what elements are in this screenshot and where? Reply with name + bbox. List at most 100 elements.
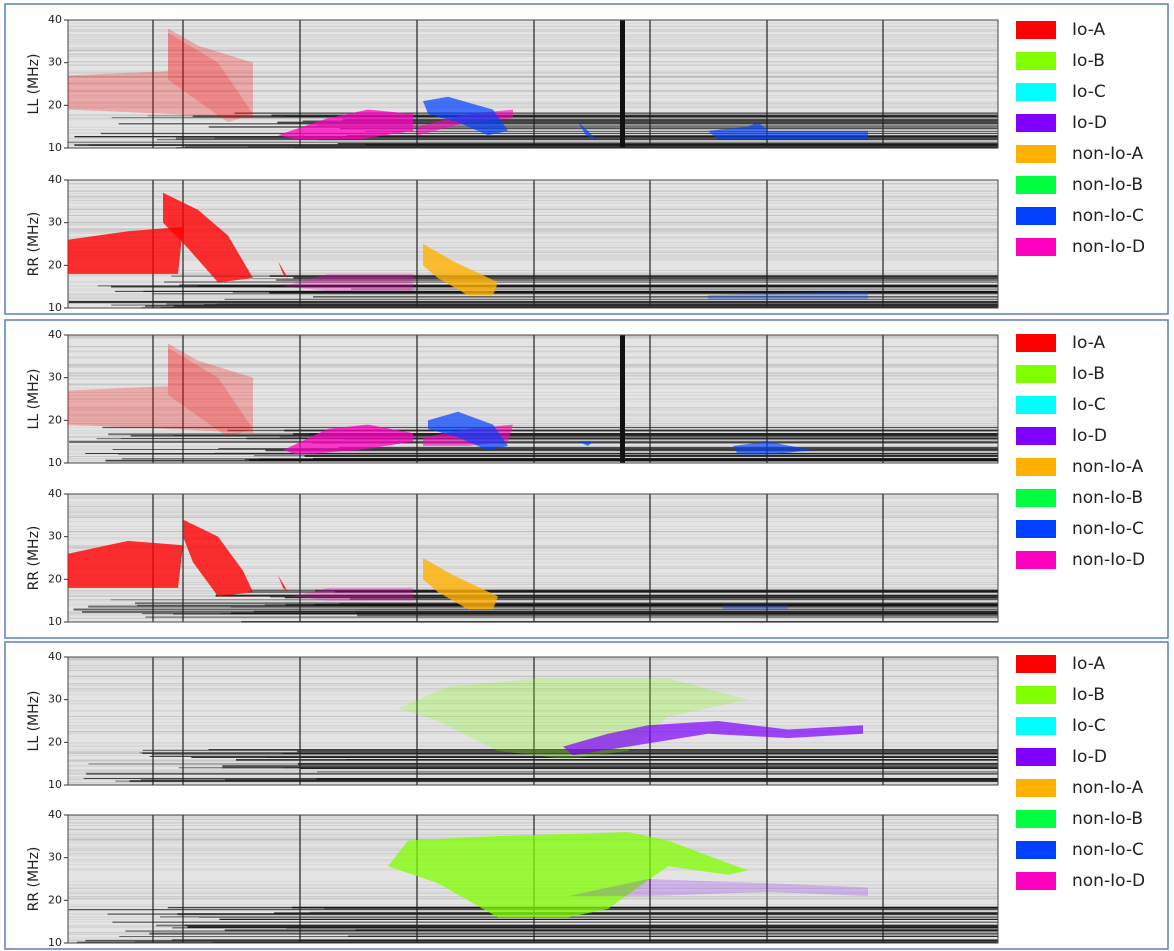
event-region — [283, 424, 413, 455]
legend-swatch — [1016, 872, 1056, 890]
legend-swatch — [1016, 551, 1056, 569]
legend-swatch — [1016, 52, 1056, 70]
y-tick-label: 30 — [48, 371, 62, 384]
event-region — [163, 192, 253, 283]
panel-frame — [4, 3, 1169, 315]
y-tick-label: 30 — [48, 693, 62, 706]
y-axis-label: LL (MHz) — [26, 369, 42, 430]
y-axis-label: LL (MHz) — [26, 691, 42, 752]
spectrogram — [67, 334, 999, 464]
legend-swatch — [1016, 686, 1056, 704]
plot-frame — [67, 814, 999, 944]
y-tick-label: 20 — [48, 413, 62, 426]
legend-label: non-Io-A — [1072, 144, 1144, 164]
legend-swatch — [1016, 238, 1056, 256]
event-region — [168, 32, 253, 123]
legend-label: Io-A — [1072, 333, 1105, 353]
spectrogram — [67, 656, 999, 786]
legend-label: non-Io-D — [1072, 237, 1145, 257]
event-region — [398, 678, 748, 760]
legend-swatch — [1016, 810, 1056, 828]
legend-label: Io-D — [1072, 747, 1107, 767]
legend-swatch — [1016, 365, 1056, 383]
y-tick-label: 20 — [48, 258, 62, 271]
legend-label: Io-B — [1072, 364, 1105, 384]
y-tick-label: 40 — [48, 173, 62, 186]
event-region — [68, 226, 183, 274]
y-tick-label: 20 — [48, 572, 62, 585]
y-tick-label: 30 — [48, 216, 62, 229]
event-region — [423, 244, 498, 296]
event-region — [563, 721, 863, 756]
plot-frame — [67, 656, 999, 786]
event-region — [388, 832, 748, 918]
legend-swatch — [1016, 841, 1056, 859]
legend-label: non-Io-C — [1072, 206, 1144, 226]
legend-label: non-Io-B — [1072, 488, 1143, 508]
y-tick-label: 20 — [48, 735, 62, 748]
y-tick-label: 20 — [48, 893, 62, 906]
y-tick-label: 40 — [48, 328, 62, 341]
legend-label: Io-C — [1072, 82, 1106, 102]
legend-label: non-Io-B — [1072, 175, 1143, 195]
event-region — [578, 441, 593, 446]
legend-label: non-Io-C — [1072, 519, 1144, 539]
legend-swatch — [1016, 207, 1056, 225]
y-axis-label: RR (MHz) — [26, 212, 42, 277]
event-region — [278, 261, 288, 279]
y-tick-label: 40 — [48, 487, 62, 500]
legend-swatch — [1016, 114, 1056, 132]
y-axis-label: RR (MHz) — [26, 526, 42, 591]
legend-label: Io-A — [1072, 654, 1105, 674]
legend-label: Io-A — [1072, 20, 1105, 40]
y-tick-label: 10 — [48, 778, 62, 791]
legend-label: non-Io-D — [1072, 871, 1145, 891]
y-tick-label: 30 — [48, 56, 62, 69]
y-axis-label: LL (MHz) — [26, 54, 42, 115]
event-region — [278, 109, 413, 140]
legend-swatch — [1016, 396, 1056, 414]
legend-label: Io-C — [1072, 716, 1106, 736]
legend-swatch — [1016, 779, 1056, 797]
event-region — [68, 540, 183, 588]
y-tick-label: 40 — [48, 808, 62, 821]
legend-swatch — [1016, 489, 1056, 507]
legend-swatch — [1016, 655, 1056, 673]
y-tick-label: 10 — [48, 936, 62, 949]
y-tick-label: 30 — [48, 530, 62, 543]
event-region — [708, 290, 868, 300]
legend-swatch — [1016, 520, 1056, 538]
event-region — [278, 575, 288, 593]
plot-frame — [67, 19, 999, 149]
event-region — [723, 604, 788, 610]
burst — [620, 335, 625, 463]
legend-label: Io-B — [1072, 51, 1105, 71]
legend-label: Io-B — [1072, 685, 1105, 705]
y-tick-label: 30 — [48, 851, 62, 864]
legend-label: non-Io-C — [1072, 840, 1144, 860]
event-region — [578, 122, 596, 140]
legend-swatch — [1016, 717, 1056, 735]
y-tick-label: 10 — [48, 141, 62, 154]
event-region — [68, 343, 253, 434]
y-tick-label: 20 — [48, 98, 62, 111]
event-region — [733, 441, 813, 455]
plot-frame — [67, 334, 999, 464]
legend-label: Io-C — [1072, 395, 1106, 415]
event-region — [423, 558, 498, 610]
legend-label: non-Io-A — [1072, 457, 1144, 477]
legend-label: non-Io-A — [1072, 778, 1144, 798]
event-region — [183, 519, 253, 597]
y-tick-label: 10 — [48, 301, 62, 314]
y-axis-label: RR (MHz) — [26, 847, 42, 912]
legend-swatch — [1016, 21, 1056, 39]
legend-swatch — [1016, 427, 1056, 445]
y-tick-label: 10 — [48, 456, 62, 469]
spectrogram — [67, 179, 999, 309]
y-tick-label: 40 — [48, 650, 62, 663]
legend-swatch — [1016, 83, 1056, 101]
event-region — [428, 411, 508, 451]
legend-swatch — [1016, 748, 1056, 766]
event-region — [708, 122, 868, 140]
